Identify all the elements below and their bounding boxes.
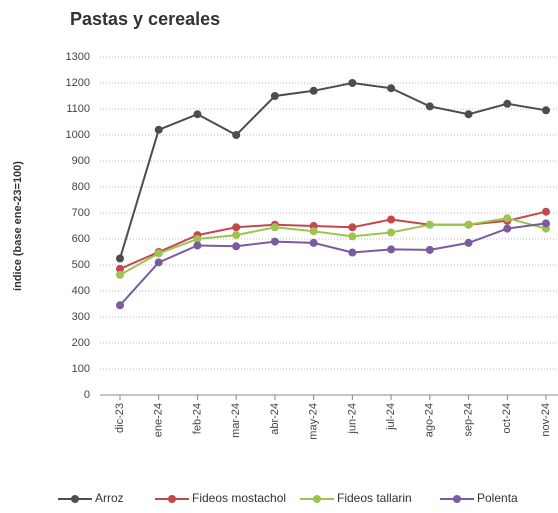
x-tick-label: feb-24 (191, 403, 203, 434)
chart-title: Pastas y cereales (70, 9, 220, 29)
y-tick-label: 500 (72, 259, 90, 271)
legend-label: Fideos tallarin (337, 491, 412, 505)
data-point (232, 131, 241, 139)
data-point (116, 254, 124, 263)
data-point (464, 238, 473, 247)
data-point (116, 301, 124, 310)
series-line (119, 222, 547, 306)
data-point (193, 241, 202, 250)
x-tick-label: sep-24 (462, 403, 474, 437)
data-point (387, 215, 396, 224)
data-point (193, 235, 202, 243)
x-tick-label: ene-24 (153, 403, 165, 437)
data-point (348, 232, 357, 241)
series-line (119, 217, 547, 276)
series-line (119, 210, 547, 270)
data-point (270, 92, 279, 100)
data-point (154, 249, 163, 258)
data-point (425, 220, 434, 229)
data-point (116, 270, 124, 279)
y-tick-label: 1000 (66, 129, 90, 141)
y-tick-label: 600 (72, 233, 90, 245)
data-point (154, 258, 163, 267)
data-point (503, 214, 512, 223)
data-point (387, 245, 396, 254)
data-point (154, 125, 163, 134)
y-tick-label: 1100 (66, 103, 90, 115)
data-point (387, 228, 396, 237)
y-tick-label: 100 (72, 363, 90, 375)
data-point (464, 110, 473, 119)
legend-label: Arroz (95, 491, 124, 505)
legend-label: Fideos mostachol (192, 491, 286, 505)
data-point (503, 99, 512, 108)
data-point (270, 223, 279, 232)
y-tick-label: 700 (72, 207, 90, 219)
data-point (193, 110, 202, 119)
data-point (232, 223, 241, 232)
y-tick-label: 400 (72, 285, 90, 297)
legend-marker (313, 495, 321, 503)
series-line (119, 81, 547, 259)
data-point (542, 207, 550, 216)
y-tick-label: 0 (84, 389, 90, 401)
legend-marker (71, 495, 79, 503)
y-tick-label: 900 (72, 155, 90, 167)
legend-label: Polenta (477, 491, 518, 505)
data-point (232, 242, 241, 251)
x-tick-label: oct-24 (501, 403, 513, 434)
legend-marker (453, 495, 461, 503)
x-tick-label: mar-24 (230, 403, 242, 438)
x-tick-label: jun-24 (346, 403, 358, 435)
data-point (348, 248, 357, 257)
data-point (425, 245, 434, 254)
data-point (425, 102, 434, 111)
data-point (116, 264, 124, 273)
legend-marker (168, 495, 176, 503)
data-point (270, 237, 279, 246)
y-tick-label: 1200 (66, 77, 90, 89)
y-tick-label: 1300 (66, 51, 90, 63)
data-point (503, 224, 512, 233)
data-point (309, 86, 318, 95)
x-tick-label: dic-23 (114, 403, 126, 433)
data-point (464, 220, 473, 229)
data-point (542, 106, 550, 115)
data-point (348, 79, 357, 87)
data-point (309, 227, 318, 236)
data-point (309, 238, 318, 247)
y-axis-label: índice (base ene-23=100) (12, 161, 24, 291)
x-tick-label: abr-24 (269, 403, 281, 435)
data-point (348, 223, 357, 232)
x-tick-label: jul-24 (385, 403, 397, 431)
x-tick-label: nov-24 (540, 403, 552, 437)
y-tick-label: 300 (72, 311, 90, 323)
y-tick-label: 200 (72, 337, 90, 349)
data-point (387, 84, 396, 93)
data-point (232, 231, 241, 240)
x-tick-label: ago-24 (424, 403, 436, 437)
y-tick-label: 800 (72, 181, 90, 193)
data-point (542, 219, 550, 228)
x-tick-label: may-24 (308, 403, 320, 440)
